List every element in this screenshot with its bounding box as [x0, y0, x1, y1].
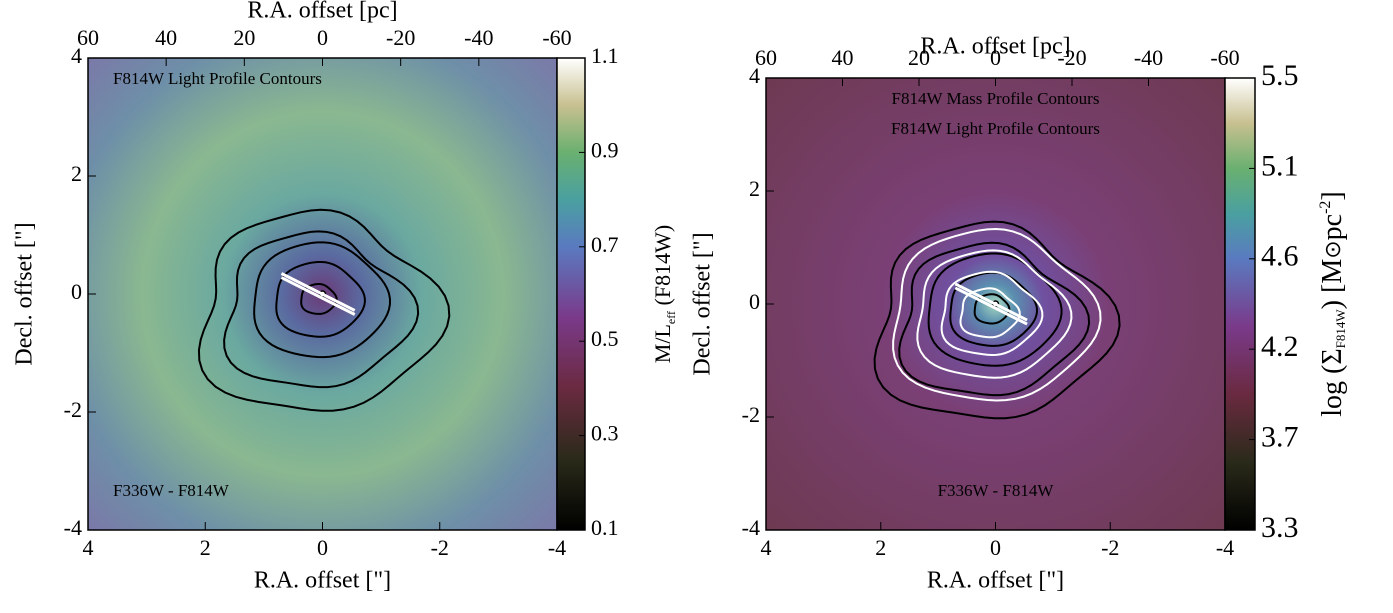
- colorbar-tick-label: 0.1: [591, 515, 619, 540]
- contour: [275, 260, 366, 338]
- colorbar-label-part: ]: [1317, 191, 1348, 200]
- x2-tick-label: 20: [908, 45, 930, 70]
- colorbar-tick-label: 1.1: [591, 43, 619, 68]
- colorbar-tick-label: 3.7: [1261, 420, 1299, 453]
- y-tick-label: 0: [71, 279, 82, 304]
- colorbar-label-part: ⊙: [1320, 240, 1345, 258]
- x2-tick-label: -40: [1134, 45, 1163, 70]
- colorbar-tick-label: 0.9: [591, 137, 619, 162]
- x-tick-label: -4: [1216, 535, 1234, 560]
- x2-tick-label: 60: [755, 45, 777, 70]
- x2-tick-label: 60: [77, 25, 99, 50]
- colorbar-label: M/Leff (F814W): [650, 225, 678, 363]
- y-tick-label: -4: [64, 515, 82, 540]
- y-tick-label: 4: [749, 63, 760, 88]
- colorbar-label-part: pc: [1317, 214, 1348, 240]
- contour: [898, 241, 1091, 397]
- x2-tick-label: -60: [1210, 45, 1239, 70]
- colorbar-tick-label: 0.5: [591, 326, 619, 351]
- x2-tick-label: -60: [542, 25, 571, 50]
- annotation: F814W Light Profile Contours: [113, 69, 322, 88]
- x-tick-label: 2: [200, 535, 211, 560]
- colorbar-label-part: -2: [1317, 201, 1334, 214]
- x2-tick-label: 40: [155, 25, 177, 50]
- colorbar-label-part: M/L: [650, 324, 675, 363]
- x-tick-label: 0: [317, 535, 328, 560]
- colorbar-label-part: F814W: [1333, 309, 1348, 349]
- x-tick-label: -2: [1101, 535, 1119, 560]
- colorbar: [556, 57, 586, 531]
- colorbar-tick-label: 4.2: [1261, 330, 1299, 363]
- contour: [916, 249, 1073, 379]
- x2-axis-label: R.A. offset [pc]: [920, 34, 1070, 60]
- x2-axis-label: R.A. offset [pc]: [247, 0, 397, 24]
- colorbar-label: log (ΣF814W) [M⊙pc-2]: [1317, 191, 1348, 416]
- contour: [959, 287, 1021, 339]
- x-tick-label: 2: [875, 535, 886, 560]
- x2-tick-label: 0: [317, 25, 328, 50]
- colorbar-tick-label: 3.3: [1261, 511, 1299, 544]
- x-axis-label: R.A. offset ["]: [254, 568, 391, 594]
- colorbar-tick-label: 5.5: [1261, 59, 1299, 92]
- x-axis-label: R.A. offset ["]: [927, 568, 1064, 594]
- contour: [873, 220, 1121, 420]
- y-axis-label: Decl. offset ["]: [12, 222, 38, 365]
- colorbar-tick-label: 0.7: [591, 232, 619, 257]
- y-tick-label: -2: [742, 402, 760, 427]
- colorbar-label-part: eff: [664, 311, 678, 324]
- y-tick-label: -4: [742, 515, 760, 540]
- slit: [280, 272, 356, 312]
- annotation: F336W - F814W: [113, 481, 230, 500]
- colorbar-label-part: ) [M: [1317, 259, 1348, 310]
- y-tick-label: 2: [749, 176, 760, 201]
- contour: [223, 230, 420, 389]
- slit: [954, 286, 1028, 326]
- contour: [892, 228, 1102, 402]
- y-tick-label: 0: [749, 289, 760, 314]
- colorbar-tick-label: 0.3: [591, 421, 619, 446]
- colorbar: [1224, 77, 1256, 531]
- colorbar-label-part: (F814W): [650, 225, 675, 311]
- x-tick-label: -2: [431, 535, 449, 560]
- y-tick-label: 4: [71, 43, 82, 68]
- x-tick-label: -4: [548, 535, 566, 560]
- y-tick-label: -2: [64, 397, 82, 422]
- x-tick-label: 4: [83, 535, 94, 560]
- x2-tick-label: 0: [990, 45, 1001, 70]
- contour: [300, 282, 338, 315]
- y-axis-label: Decl. offset ["]: [690, 232, 716, 375]
- slit: [280, 276, 356, 316]
- contour: [949, 271, 1038, 347]
- slit: [954, 282, 1028, 322]
- x-tick-label: 4: [761, 535, 772, 560]
- x2-tick-label: 20: [233, 25, 255, 50]
- x-tick-label: 0: [990, 535, 1001, 560]
- x2-tick-label: -20: [1057, 45, 1086, 70]
- y-tick-label: 2: [71, 161, 82, 186]
- annotation: F814W Light Profile Contours: [891, 119, 1100, 138]
- contour: [940, 270, 1044, 356]
- x2-tick-label: -40: [464, 25, 493, 50]
- contour: [973, 293, 1011, 325]
- annotation: F336W - F814W: [938, 481, 1055, 500]
- colorbar-label-part: log (Σ: [1317, 348, 1348, 416]
- colorbar-tick-label: 5.1: [1261, 149, 1299, 182]
- contour: [253, 241, 391, 359]
- colorbar-tick-label: 4.6: [1261, 240, 1299, 273]
- x2-tick-label: -20: [386, 25, 415, 50]
- x2-tick-label: 40: [832, 45, 854, 70]
- annotation: F814W Mass Profile Contours: [892, 89, 1100, 108]
- contour: [197, 208, 451, 412]
